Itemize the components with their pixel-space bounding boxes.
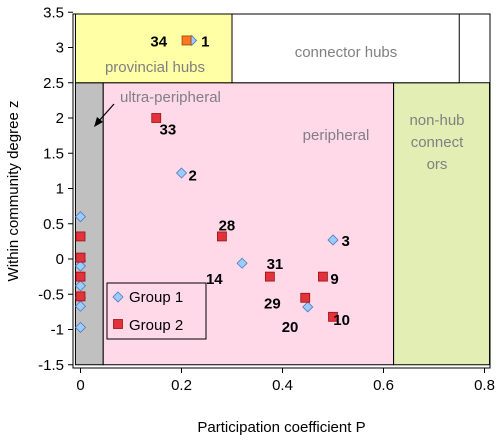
point-label: 9 [330, 271, 338, 288]
y-tick-label: 0 [56, 251, 64, 268]
group-2-point [75, 271, 86, 282]
group-2-point [264, 271, 275, 282]
group-2-point [300, 292, 311, 303]
legend-group-2-marker [113, 319, 123, 329]
x-tick-label: 0.6 [373, 377, 394, 394]
region-provincial-hubs [74, 13, 233, 84]
legend-group-1-label: Group 1 [129, 289, 183, 306]
point-label: 20 [282, 319, 299, 336]
group-1-point [74, 280, 87, 292]
region-labels-layer: ultra-peripheral peripheral non-hub connect… [94, 44, 465, 173]
axes-layer: 0 0.2 0.4 0.6 0.8 -1.5 -1 -0.5 0 0.5 1 1.5 2 2.5 3 3.5 [38, 4, 495, 394]
region-label-ultra-peripheral: ultra-peripheral [120, 89, 221, 106]
point-label: 31 [267, 256, 284, 273]
point-label: 3 [341, 233, 349, 250]
points-layer [74, 34, 339, 333]
region-connector-hubs [231, 13, 460, 84]
group-2-point [328, 311, 338, 322]
group-1-point [74, 321, 87, 333]
point-label: 29 [264, 296, 281, 313]
x-tick-label: 0 [76, 377, 84, 394]
legend: Group 1 Group 2 [106, 282, 207, 340]
group-2-point [75, 252, 86, 263]
region-label-non-hub-connectors: non-hub [409, 112, 464, 129]
ultra-peripheral-arrow-head [94, 117, 103, 127]
point-label: 33 [160, 122, 177, 139]
point-label: 10 [333, 312, 350, 329]
region-label-connector-hubs: connector hubs [295, 44, 398, 61]
ultra-peripheral-arrow-line [97, 103, 115, 123]
x-axis-title: Participation coefficient P [197, 419, 365, 436]
y-tick-label: 2 [56, 110, 64, 127]
y-tick-label: -1.5 [38, 357, 64, 374]
highlight-point [181, 35, 192, 46]
legend-group-1-marker [112, 291, 124, 303]
group-1-point [74, 211, 87, 223]
x-tick-label: 0.8 [474, 377, 495, 394]
y-tick-label: 1 [56, 181, 64, 198]
y-tick-label: -0.5 [38, 286, 64, 303]
region-label-non-hub-connectors: connect [411, 134, 464, 151]
point-label: 28 [219, 217, 236, 234]
group-2-point [75, 231, 86, 242]
group-1-point [74, 260, 87, 272]
legend-box [106, 282, 207, 340]
group-2-point [75, 291, 86, 302]
region-label-non-hub-connectors: ors [427, 156, 448, 173]
point-label: 2 [188, 167, 196, 184]
point-label: 34 [150, 33, 167, 50]
x-tick-label: 0.2 [171, 377, 192, 394]
y-tick-label: 2.5 [43, 75, 64, 92]
x-tick-label: 0.4 [272, 377, 293, 394]
plot-border [72, 13, 491, 369]
group-1-point [302, 301, 314, 313]
point-label: 1 [201, 33, 209, 50]
group-2-point [151, 113, 162, 123]
region-ultra-peripheral [74, 82, 104, 366]
region-label-peripheral: peripheral [303, 127, 370, 144]
y-tick-label: 3 [56, 40, 64, 57]
y-tick-label: 1.5 [43, 145, 64, 162]
y-tick-label: 0.5 [43, 216, 64, 233]
group-2-point [317, 271, 328, 282]
region-label-provincial-hubs: provincial hubs [105, 59, 205, 76]
y-tick-label: -1 [51, 322, 64, 339]
legend-group-2-label: Group 2 [129, 317, 183, 334]
point-label: 14 [206, 271, 223, 288]
plot-frame [72, 13, 491, 369]
group-1-point [74, 300, 87, 312]
group-1-point [175, 167, 188, 179]
group-1-point [236, 257, 248, 269]
y-tick-label: 3.5 [43, 4, 64, 21]
y-axis-title: Within community degree z [5, 101, 22, 282]
group-1-point [327, 234, 339, 246]
group-2-point [216, 231, 227, 242]
